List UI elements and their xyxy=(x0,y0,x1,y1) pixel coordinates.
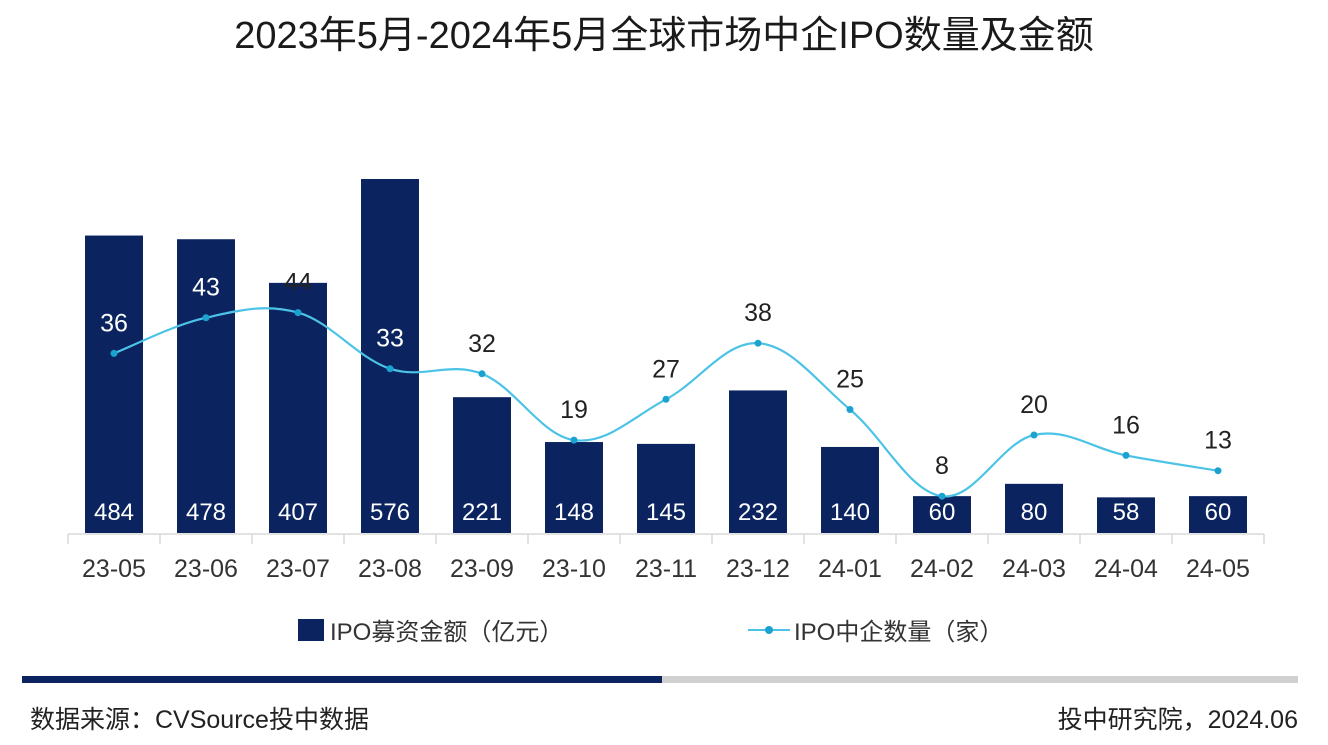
bar-23-05 xyxy=(85,235,143,533)
legend-line-label: IPO中企数量（家） xyxy=(794,619,1004,646)
line-point-24-04 xyxy=(1122,451,1130,459)
line-layer xyxy=(110,307,1222,500)
line-point-24-01 xyxy=(846,406,854,413)
bar-24-02 xyxy=(913,496,971,533)
bar-value-label: 60 xyxy=(1205,499,1232,526)
bar-23-10 xyxy=(545,442,603,533)
line-point-23-11 xyxy=(662,395,670,403)
bar-value-label: 576 xyxy=(370,499,410,526)
x-tick-label: 23-08 xyxy=(358,555,422,583)
bar-labels-layer: 484 478 407 576 221 148 145 232 140 60 80 58 60 xyxy=(94,499,1231,526)
bar-23-08 xyxy=(361,179,419,533)
bar-value-label: 232 xyxy=(738,499,778,526)
x-tick-label: 24-04 xyxy=(1094,555,1158,583)
chart-plot: 484 478 407 576 221 148 145 232 140 60 80 58 60 36 43… xyxy=(67,179,1265,583)
bar-value-label: 478 xyxy=(186,499,226,526)
line-value-label: 19 xyxy=(560,396,588,424)
line-point-24-02 xyxy=(938,492,946,500)
line-value-label: 13 xyxy=(1204,427,1232,455)
bar-value-label: 58 xyxy=(1113,499,1140,526)
x-tick-label: 24-03 xyxy=(1002,555,1066,583)
line-point-23-07 xyxy=(294,309,302,317)
line-point-23-12 xyxy=(754,339,762,347)
bar-value-label: 80 xyxy=(1021,499,1048,526)
line-labels-layer: 36 43 44 33 32 19 27 38 25 8 20 16 13 xyxy=(100,269,1232,481)
line-value-label: 25 xyxy=(836,366,864,394)
bar-value-label: 145 xyxy=(646,499,686,526)
bar-24-01 xyxy=(821,446,879,533)
line-value-label: 38 xyxy=(744,299,772,327)
x-tick-label: 24-05 xyxy=(1186,555,1250,583)
x-tick-label: 23-07 xyxy=(266,555,330,583)
divider-dark xyxy=(22,676,662,683)
line-point-23-08 xyxy=(386,365,394,373)
bar-24-04 xyxy=(1097,497,1155,533)
line-point-23-06 xyxy=(202,314,210,322)
legend-bar-label: IPO募资金额（亿元） xyxy=(330,619,564,646)
x-tick-label: 23-05 xyxy=(82,555,146,583)
bar-value-label: 484 xyxy=(94,499,134,526)
bar-value-label: 140 xyxy=(830,499,870,526)
x-tick-label: 24-02 xyxy=(910,555,974,583)
legend-bar-swatch xyxy=(298,618,324,641)
bar-23-09 xyxy=(453,397,511,533)
line-point-23-09 xyxy=(478,370,486,378)
bar-value-label: 407 xyxy=(278,499,318,526)
line-point-23-05 xyxy=(110,349,118,357)
x-tick-label: 23-12 xyxy=(726,555,790,583)
bar-value-label: 60 xyxy=(929,499,956,526)
source-note: 数据来源：CVSource投中数据 xyxy=(30,706,369,734)
bar-value-label: 221 xyxy=(462,499,502,526)
x-tick-label: 24-01 xyxy=(818,555,882,583)
line-value-label: 27 xyxy=(652,355,680,383)
bar-23-06 xyxy=(177,239,235,533)
divider-light xyxy=(662,676,1298,683)
bar-23-12 xyxy=(729,390,787,533)
x-axis xyxy=(67,533,1265,544)
chart-title: 2023年5月-2024年5月全球市场中企IPO数量及金额 xyxy=(234,15,1094,57)
credit-note: 投中研究院，2024.06 xyxy=(1057,706,1298,734)
x-tick-label: 23-11 xyxy=(635,555,697,583)
x-tick-label: 23-10 xyxy=(542,555,606,583)
x-tick-label: 23-09 xyxy=(450,555,514,583)
line-value-label: 44 xyxy=(284,269,312,297)
line-value-label: 8 xyxy=(935,452,949,480)
line-point-24-03 xyxy=(1030,431,1038,439)
line-point-23-10 xyxy=(570,436,578,444)
legend-item-line: IPO中企数量（家） xyxy=(748,612,1003,647)
line-value-label: 32 xyxy=(468,330,496,358)
line-value-label: 20 xyxy=(1020,391,1048,419)
line-value-label: 33 xyxy=(376,325,404,353)
x-tick-label: 23-06 xyxy=(174,555,238,583)
bars-layer xyxy=(85,179,1247,533)
bar-23-11 xyxy=(637,443,695,533)
bar-24-03 xyxy=(1005,483,1063,533)
bar-value-label: 148 xyxy=(554,499,594,526)
line-value-label: 36 xyxy=(100,309,128,337)
x-tick-labels: 23-05 23-06 23-07 23-08 23-09 23-10 23-11 23-12… xyxy=(82,555,1250,583)
line-point-24-05 xyxy=(1214,467,1222,475)
bar-24-05 xyxy=(1189,496,1247,533)
line-value-label: 43 xyxy=(192,274,220,302)
legend-item-bar: IPO募资金额（亿元） xyxy=(298,612,563,647)
line-value-label: 16 xyxy=(1112,411,1140,439)
bar-23-07 xyxy=(269,282,327,533)
legend-line-marker-icon xyxy=(748,619,790,641)
